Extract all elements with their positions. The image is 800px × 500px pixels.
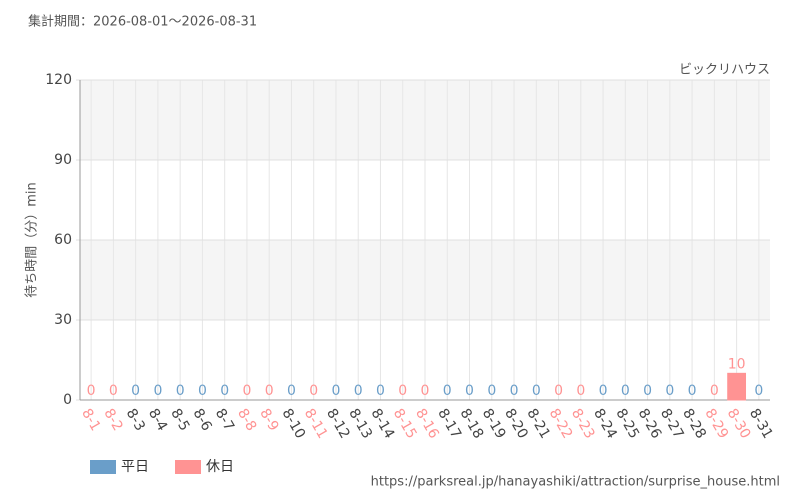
data-label: 0 xyxy=(332,383,341,399)
x-tick-label: 8-7 xyxy=(212,406,237,434)
data-label: 0 xyxy=(643,383,652,399)
data-label: 0 xyxy=(688,383,697,399)
data-label: 0 xyxy=(309,383,318,399)
data-label: 0 xyxy=(421,383,430,399)
y-axis-label: 待ち時間（分）min xyxy=(25,182,40,298)
data-label: 0 xyxy=(443,383,452,399)
x-tick-label: 8-2 xyxy=(100,406,125,434)
x-tick-label: 8-8 xyxy=(234,406,259,434)
data-label: 0 xyxy=(376,383,385,399)
x-tick-label: 8-3 xyxy=(123,406,148,434)
data-label: 0 xyxy=(176,383,185,399)
data-label: 0 xyxy=(198,383,207,399)
x-tick-label: 8-4 xyxy=(145,406,170,434)
data-label: 0 xyxy=(599,383,608,399)
data-label: 0 xyxy=(710,383,719,399)
data-label: 0 xyxy=(510,383,519,399)
y-tick-label: 120 xyxy=(45,72,72,88)
y-tick-label: 90 xyxy=(54,152,72,168)
data-label: 0 xyxy=(465,383,474,399)
source: https://parksreal.jp/hanayashiki/attract… xyxy=(371,475,780,490)
legend-label: 平日 xyxy=(121,459,149,475)
data-label: 0 xyxy=(621,383,630,399)
data-label: 0 xyxy=(665,383,674,399)
chart-title: 集計期間：2026-08-01～2026-08-31 xyxy=(28,14,257,30)
data-label: 0 xyxy=(398,383,407,399)
data-label: 0 xyxy=(87,383,96,399)
x-tick-label: 8-5 xyxy=(167,406,192,434)
data-label: 0 xyxy=(532,383,541,399)
data-label: 0 xyxy=(287,383,296,399)
bar xyxy=(727,372,747,401)
legend-swatch xyxy=(175,460,201,474)
data-label: 0 xyxy=(554,383,563,399)
data-label: 0 xyxy=(131,383,140,399)
data-label: 0 xyxy=(487,383,496,399)
data-label: 0 xyxy=(153,383,162,399)
x-tick-label: 8-9 xyxy=(256,406,281,434)
data-label: 0 xyxy=(265,383,274,399)
legend-label: 休日 xyxy=(206,459,234,475)
data-label: 0 xyxy=(109,383,118,399)
x-tick-label: 8-6 xyxy=(189,406,214,434)
y-tick-label: 60 xyxy=(54,232,72,248)
y-tick-label: 30 xyxy=(54,312,72,328)
chart-subtitle: ビックリハウス xyxy=(679,63,770,78)
data-label: 0 xyxy=(754,383,763,399)
legend-swatch xyxy=(90,460,116,474)
data-label: 10 xyxy=(728,356,746,372)
x-tick-label: 8-31 xyxy=(746,406,776,442)
data-label: 0 xyxy=(354,383,363,399)
data-label: 0 xyxy=(242,383,251,399)
data-label: 0 xyxy=(576,383,585,399)
x-tick-label: 8-1 xyxy=(78,406,103,434)
data-label: 0 xyxy=(220,383,229,399)
y-tick-label: 0 xyxy=(63,392,72,408)
